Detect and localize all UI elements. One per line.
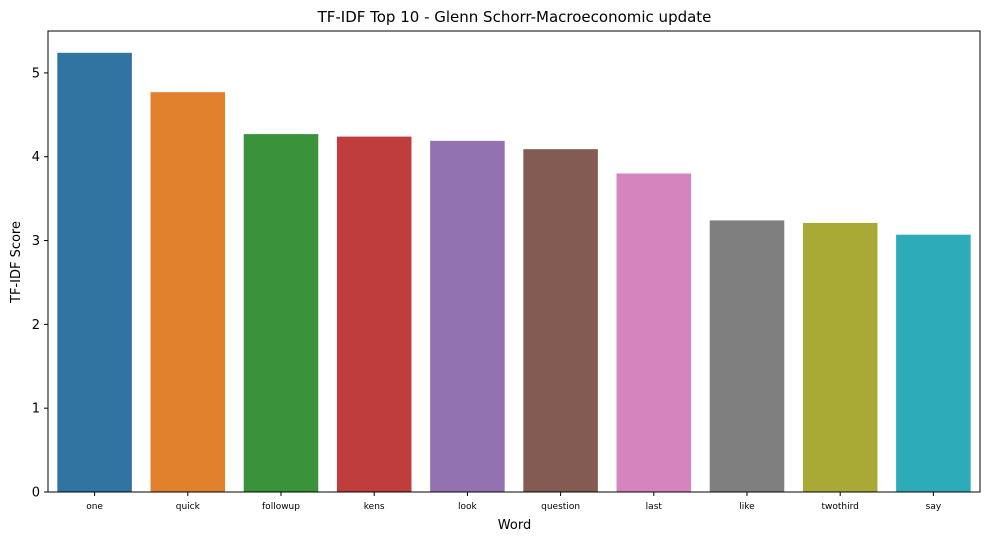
bar-last xyxy=(616,173,692,492)
bar-look xyxy=(430,140,505,492)
chart-title: TF-IDF Top 10 - Glenn Schorr-Macroeconom… xyxy=(317,8,712,26)
bar-twothird xyxy=(802,222,878,492)
y-tick-label: 0 xyxy=(32,486,40,501)
x-tick-label: question xyxy=(541,502,580,512)
bar-one xyxy=(57,52,132,493)
bar-like xyxy=(709,220,785,493)
x-tick-label: one xyxy=(86,502,103,512)
y-axis-label: TF-IDF Score xyxy=(9,221,24,304)
x-tick-label: say xyxy=(926,502,942,512)
plot-frame xyxy=(47,30,981,493)
x-tick-label: followup xyxy=(262,502,300,512)
x-tick-label: kens xyxy=(364,502,385,512)
y-tick-label: 2 xyxy=(32,318,40,333)
x-tick-label: like xyxy=(739,502,755,512)
bar-followup xyxy=(243,134,319,492)
y-tick-label: 4 xyxy=(32,150,40,165)
bar-say xyxy=(896,234,971,493)
bar-question xyxy=(523,149,598,492)
x-axis-label: Word xyxy=(498,518,531,533)
x-tick-label: twothird xyxy=(822,502,859,512)
y-tick-label: 1 xyxy=(32,402,40,417)
y-tick-label: 5 xyxy=(32,66,40,81)
x-tick-label: quick xyxy=(176,502,201,512)
x-tick-label: last xyxy=(646,502,663,512)
bar-quick xyxy=(150,92,226,493)
y-tick-label: 3 xyxy=(32,234,40,249)
plot-area: one quick followup kens look question last like… xyxy=(32,30,981,512)
bar-kens xyxy=(336,136,412,493)
x-tick-label: look xyxy=(458,502,478,512)
